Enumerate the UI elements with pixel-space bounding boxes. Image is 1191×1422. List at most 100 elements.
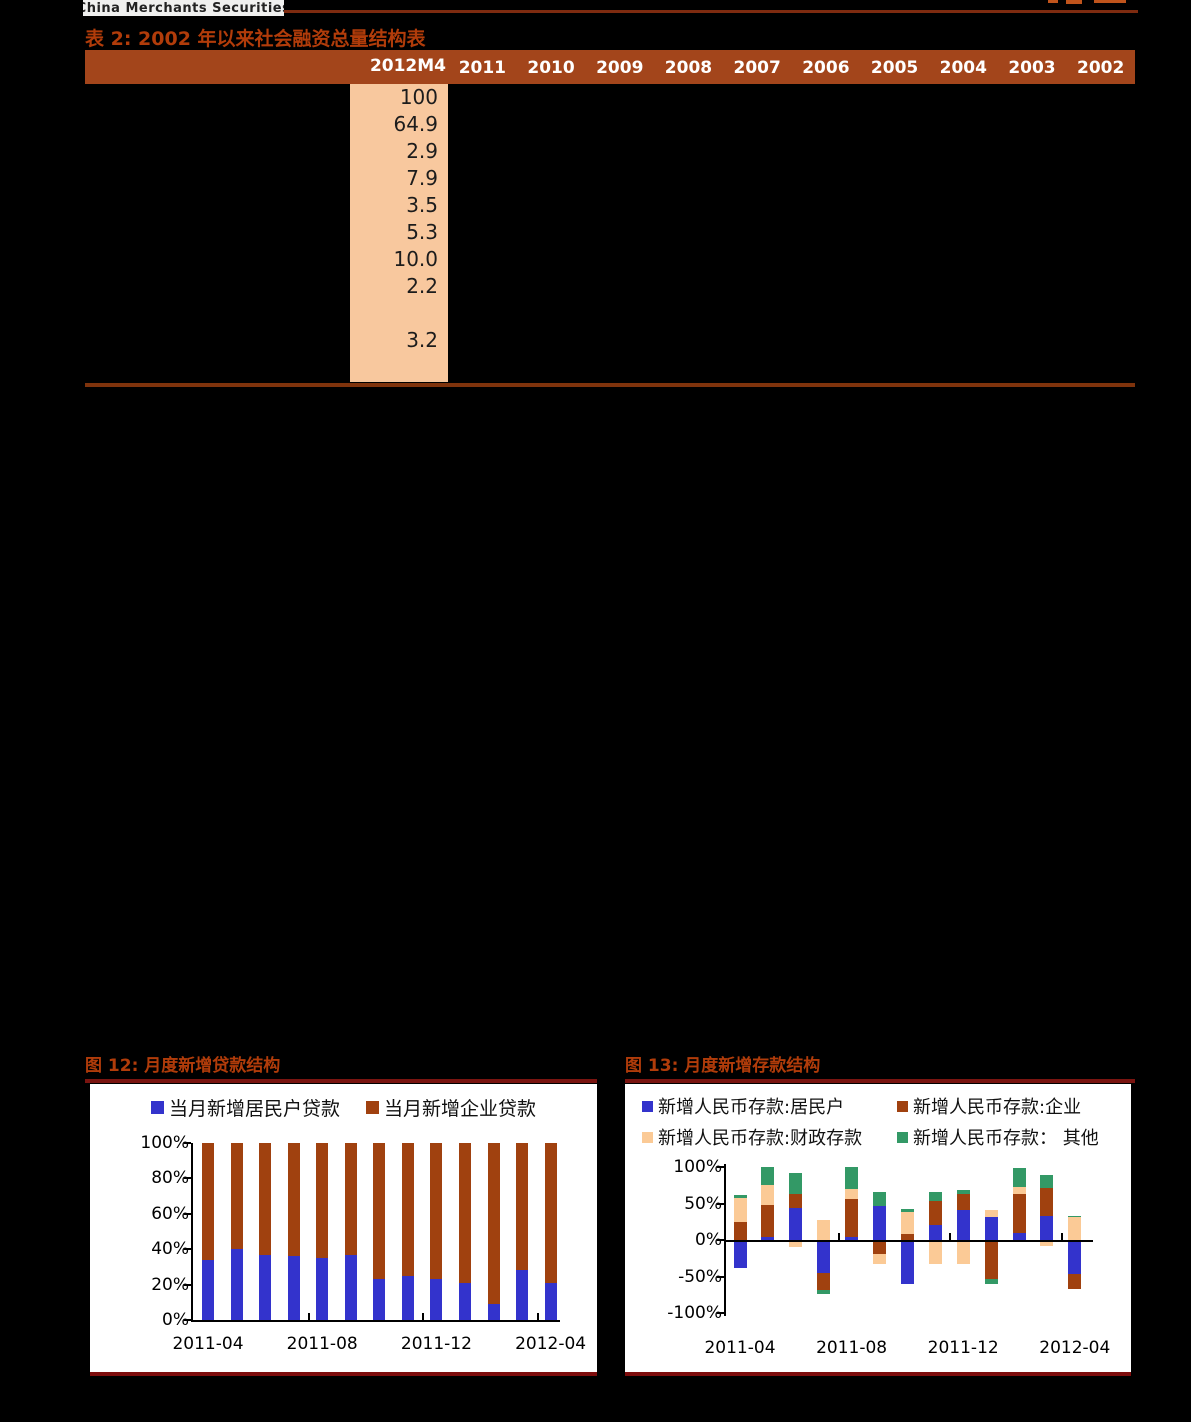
x-axis-tick [1061,1233,1063,1240]
chart13-box: 新增人民币存款:居民户 新增人民币存款:企业 新增人民币存款:财政存款 新增人民币存款… [625,1084,1131,1376]
header-right-clipped-text [1066,0,1082,4]
bar-segment [789,1172,803,1194]
legend-item: 新增人民币存款： 其他 [897,1124,1099,1150]
bar-segment [817,1290,831,1294]
x-axis-tick [537,1313,539,1320]
legend-label: 新增人民币存款:居民户 [658,1097,845,1118]
table-header-cell: 2003 [1008,58,1056,78]
y-axis-tick-label: 0% [695,1230,722,1250]
table-cell-value [350,354,448,381]
bar-segment [845,1167,859,1189]
legend-item: 新增人民币存款:财政存款 [642,1124,862,1150]
y-axis-tick [184,1142,191,1144]
logo: China Merchants Securities [83,0,284,16]
bar-segment [900,1212,914,1235]
bar-segment [373,1143,386,1280]
bar-segment [1012,1232,1026,1240]
bar-segment [956,1190,970,1194]
y-axis-tick-label: 40% [151,1239,189,1260]
x-axis-line [191,1320,560,1322]
y-axis-tick-label: -100% [667,1303,722,1323]
bar-segment [928,1240,942,1265]
bar-segment [230,1143,243,1250]
y-axis-line [191,1143,193,1322]
legend-item: 当月新增居民户贷款 [150,1094,340,1121]
y-axis-tick-label: 50% [684,1193,722,1214]
table-header-cell: 2010 [527,58,575,78]
chart13-title-underline [625,1079,1135,1083]
table-cell-value: 2.9 [406,139,438,163]
bar-segment [873,1191,886,1207]
bar-segment [1040,1215,1054,1240]
legend-swatch-icon [642,1100,653,1112]
x-axis-tick-label: 2011-08 [816,1338,888,1358]
x-axis-line [724,1240,1093,1242]
bar-segment [1040,1175,1054,1189]
y-axis-tick [184,1177,191,1180]
table-cell-value: 10.0 [393,247,438,271]
table-header-cell: 2004 [939,58,987,78]
bar-segment [845,1188,859,1200]
bar-segment [401,1275,414,1320]
bar-segment [1068,1240,1082,1275]
table-cell-value: 2.2 [406,274,438,298]
x-axis-tick-label: 2011-12 [400,1334,472,1354]
bar-segment [259,1143,272,1255]
table-header-cell-2012M4: 2012M4 [369,56,446,76]
bar-segment [845,1237,859,1240]
bar-segment [817,1240,831,1273]
bar-segment [516,1143,529,1271]
bar-segment [789,1194,803,1208]
bar-segment [817,1272,831,1291]
bar-segment [789,1240,803,1248]
x-axis-tick-label: 2011-08 [286,1334,358,1354]
y-axis-tick [717,1239,724,1241]
bar-segment [516,1270,529,1320]
y-axis-tick [184,1319,191,1321]
y-axis-tick [717,1312,724,1314]
header-right-clipped-text [1048,0,1058,3]
bar-segment [733,1221,747,1240]
bar-segment [287,1256,300,1320]
table-cell-value [350,300,448,327]
bar-segment [373,1279,386,1320]
bar-segment [761,1204,775,1238]
bar-segment [928,1191,942,1202]
bar-segment [984,1240,998,1280]
legend: 当月新增居民户贷款 当月新增企业贷款 [90,1094,597,1121]
y-axis-tick [184,1248,191,1251]
table-header-cell: 2011 [458,58,507,78]
table-highlight-column: 100 64.9 2.9 7.9 3.5 5.3 10.0 2.2 3.2 [350,84,448,382]
chart12-title-underline [85,1079,597,1083]
x-axis-tick-label: 2011-04 [172,1334,244,1354]
y-axis-tick-label: 0% [162,1310,189,1330]
chart13-title: 图 13: 月度新增存款结构 [625,1056,821,1076]
legend-swatch-icon [366,1101,379,1114]
bar-segment [928,1225,942,1240]
legend-swatch-icon [897,1100,908,1112]
table-header-cell: 2009 [596,58,644,78]
x-axis-tick-label: 2011-12 [927,1338,999,1358]
bar-segment [287,1143,300,1257]
bar-segment [928,1201,942,1226]
bar-segment [956,1240,970,1265]
header-rule [83,10,1138,13]
y-axis-tick [184,1212,191,1215]
header-right-clipped-text [1094,0,1126,3]
table-header-cell: 2002 [1077,58,1125,78]
logo-text: China Merchants Securities [83,1,284,16]
y-axis-tick-label: 100% [673,1157,722,1177]
table-header-cell: 2006 [802,58,850,78]
bar-segment [956,1194,970,1211]
y-axis-tick [717,1202,724,1205]
chart12-box: 当月新增居民户贷款 当月新增企业贷款 100% 80% 60% 40% 20% 0% 2011-… [90,1084,597,1376]
table-bottom-border [85,383,1135,387]
table-header-cell: 2008 [664,58,713,78]
y-axis-tick [717,1166,724,1168]
legend-item: 新增人民币存款:居民户 [642,1093,844,1119]
bar-segment [733,1198,747,1222]
legend-swatch-icon [642,1131,653,1143]
bar-segment [1040,1188,1054,1216]
table-cell-value: 100 [399,85,438,109]
